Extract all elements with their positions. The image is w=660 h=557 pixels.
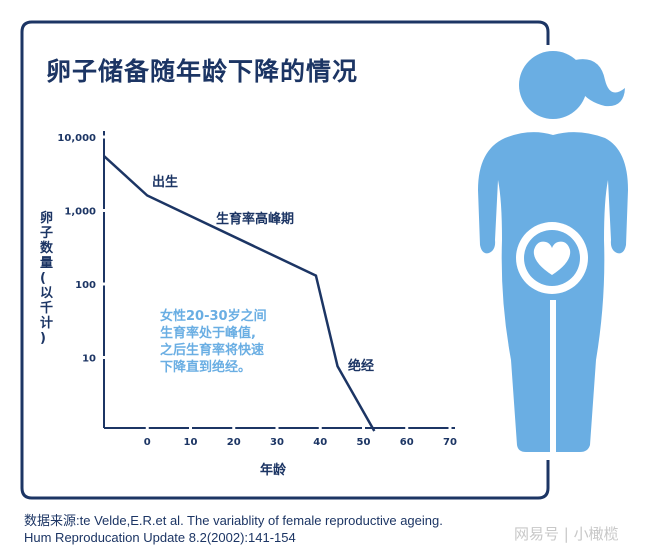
frame-border [20,20,550,500]
y-tick-label: 100 [75,280,96,291]
y-tick-label: 1,000 [64,207,96,218]
chart: 0 10 20 30 40 50 60 70 10 100 1,000 10,000 年龄 卵子数量(以千… [40,131,457,478]
y-tick-label: 10,000 [57,133,96,144]
x-axis-label: 年龄 [260,462,287,478]
chart-title: 卵子储备随年龄下降的情况 [46,57,359,86]
source-line-1: 数据来源:te Velde,E.R.et al. The variablity … [24,513,443,528]
heart-icon [533,241,571,275]
watermark: 网易号 | 小橄榄 [514,525,619,543]
note-line: 女性20-30岁之间 [160,308,267,324]
x-tick-label: 10 [184,437,198,448]
x-tick-label: 40 [313,437,327,448]
x-tick-label: 20 [227,437,241,448]
x-tick-label: 50 [357,437,371,448]
annotation-label: 出生 [152,174,178,190]
annotation-label: 绝经 [348,358,374,374]
note-line: 下降直到绝经。 [160,359,251,375]
y-tick-label: 10 [82,354,96,365]
y-axis-label: 卵子数量(以千计) [40,210,54,346]
woman-figure-icon [478,51,628,452]
x-tick-label: 0 [144,437,151,448]
note-line: 之后生育率将快速 [160,342,264,358]
annotation-label: 生育率高峰期 [216,211,294,227]
source-citation: 数据来源:te Velde,E.R.et al. The variablity … [24,512,443,546]
note-line: 生育率处于峰值, [160,325,256,341]
data-line [103,155,376,432]
x-tick-label: 70 [443,437,457,448]
x-tick-label: 60 [400,437,414,448]
source-line-2: Hum Reproducation Update 8.2(2002):141-1… [24,530,296,545]
x-tick-label: 30 [270,437,284,448]
